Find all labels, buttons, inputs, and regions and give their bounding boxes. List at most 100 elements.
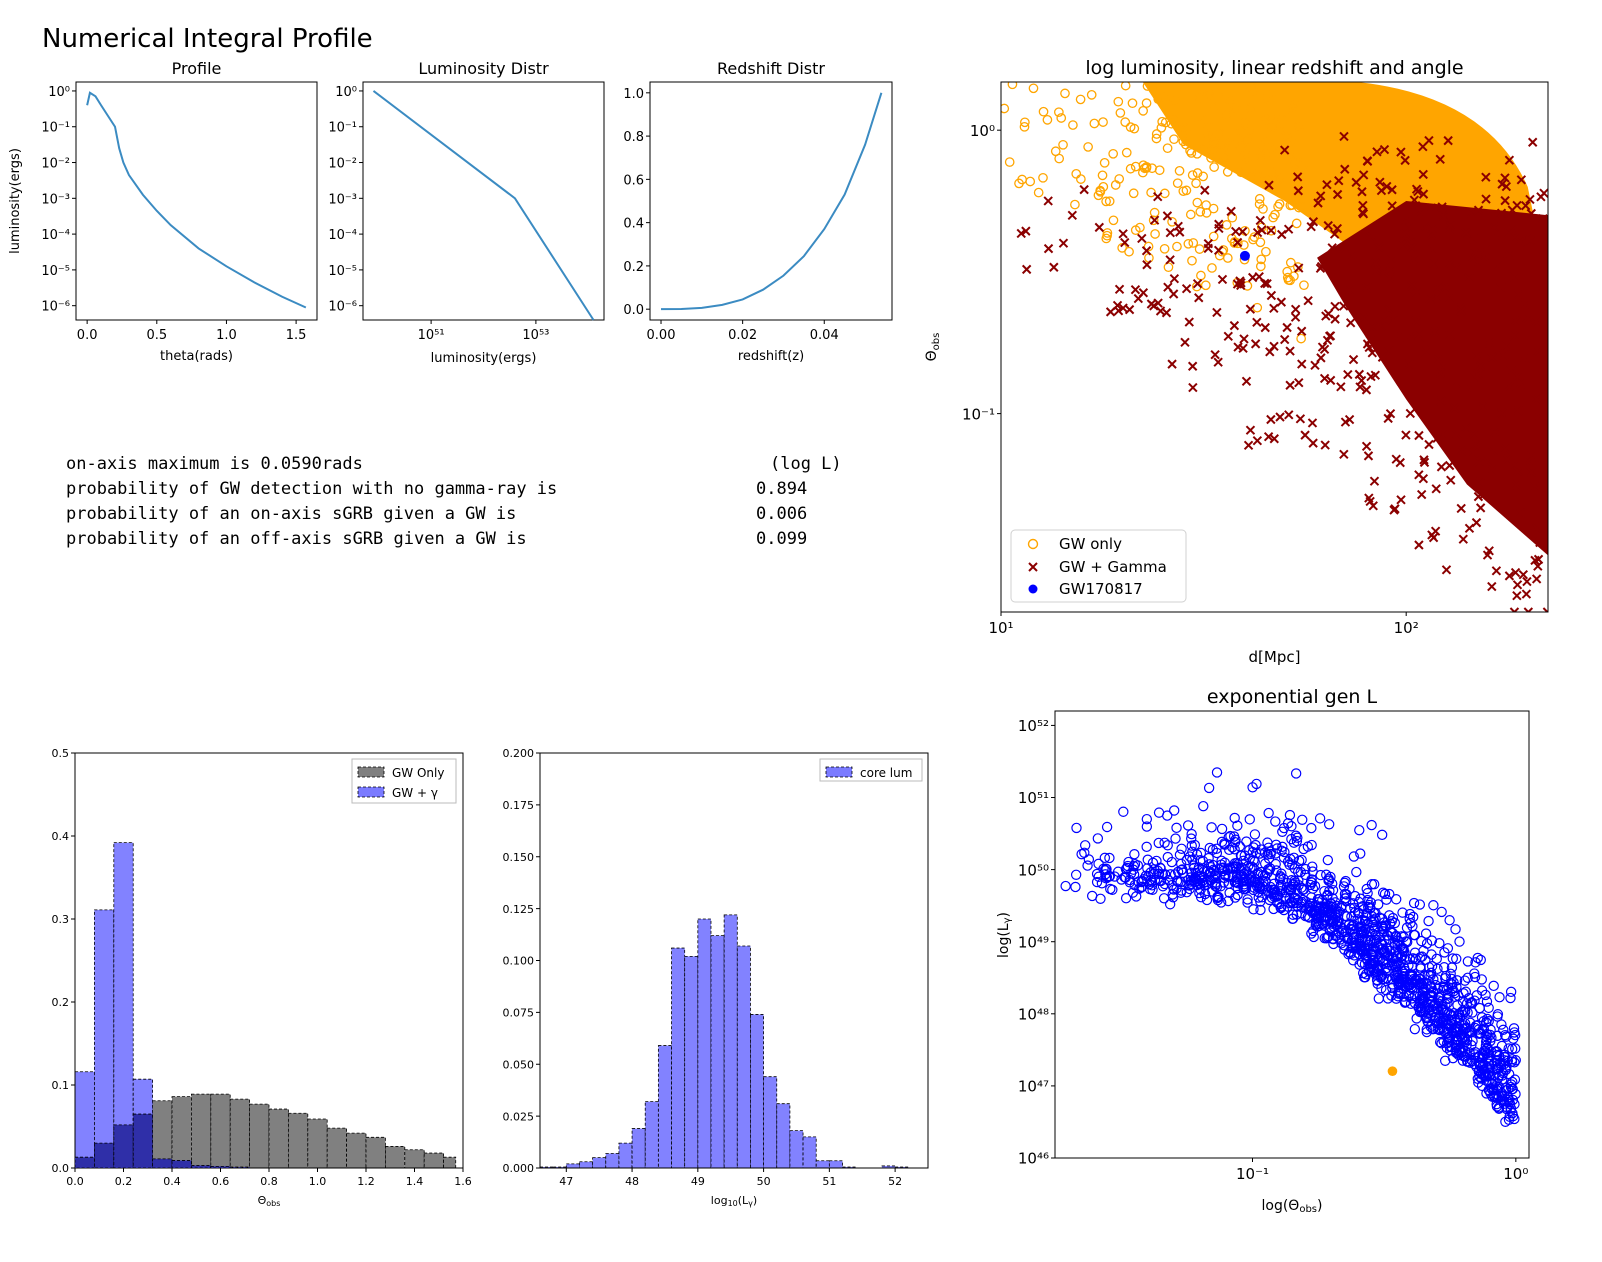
gw-gamma-point (1421, 337, 1431, 348)
y-axis-label-rest: ) (996, 912, 1012, 917)
gw-gamma-point (1269, 341, 1279, 352)
gw-gamma-point (1526, 208, 1536, 219)
gw-gamma-point (1168, 289, 1179, 299)
scatter-point (1242, 897, 1253, 908)
scatter-point (1354, 932, 1365, 944)
scatter-point (1376, 983, 1387, 994)
y-axis-label: luminosity(ergs) (8, 148, 23, 254)
gw-gamma-point (1473, 491, 1484, 502)
scatter-point (1201, 894, 1213, 906)
scatter-point (1397, 950, 1408, 961)
scatter-point (1278, 904, 1290, 916)
scatter-point (1248, 855, 1259, 866)
scatter-point (1436, 906, 1447, 918)
gw-gamma-point (1506, 364, 1517, 375)
gw-only-point (1254, 147, 1265, 158)
stat-value: 0.006 (756, 504, 807, 524)
chart-profile: Profile 0.0 0.5 1.0 1.5 10⁰ 10⁻¹ 10⁻² 10⁻³ 10⁻⁴ 10… (8, 59, 318, 364)
x-axis-label-sub: obs (1299, 1204, 1317, 1215)
scatter-point (1480, 1040, 1492, 1052)
x-axis-label-rest: ) (1317, 1198, 1322, 1214)
gw-only-point (1213, 82, 1224, 91)
gw-only-point (1274, 125, 1285, 136)
chart-exponential-gen-l: exponential gen L 10⁻¹ 10⁰ 10⁵² 10⁵¹ 10⁵⁰ 10⁴⁹… (996, 686, 1530, 1215)
bar (644, 1101, 659, 1169)
scatter-point (1291, 897, 1302, 909)
axes-frame (1000, 81, 1549, 613)
scatter-point (1331, 916, 1343, 927)
gw-gamma-point (1058, 238, 1069, 248)
gw-gamma-point (1487, 352, 1497, 362)
scatter-point (1330, 930, 1341, 942)
gw-gamma-point (1428, 532, 1439, 543)
scatter-point (1325, 922, 1337, 933)
scatter-point (1296, 854, 1307, 866)
gw-only-point (1169, 113, 1180, 124)
scatter-point (1384, 910, 1395, 921)
y-tick-label: 0.2 (52, 996, 70, 1009)
gw-gamma-point (1475, 503, 1486, 513)
scatter-point (1432, 963, 1443, 975)
gw-gamma-point (1130, 284, 1141, 295)
x-tick-label: 47 (559, 1175, 573, 1188)
plot-area (1060, 767, 1521, 1127)
x-tick-label: 1.6 (454, 1175, 472, 1188)
scatter-point (1423, 915, 1434, 927)
scatter-point (1292, 866, 1304, 878)
scatter-point (1364, 899, 1375, 911)
x-tick-label: 10² (1394, 619, 1419, 637)
gw-gamma-point (1516, 175, 1527, 185)
gw-gamma-point (1418, 189, 1429, 199)
scatter-point (1379, 888, 1391, 900)
gw-only-point (1207, 263, 1217, 273)
legend-label: GW + γ (392, 786, 438, 800)
scatter-point (1092, 833, 1104, 844)
scatter-point (1420, 982, 1431, 993)
bar (190, 1093, 212, 1169)
gw-gamma-point (1233, 342, 1243, 352)
gw-gamma-point (1469, 233, 1479, 244)
scatter-point (1353, 896, 1365, 908)
scatter-point (1322, 854, 1334, 866)
gw-gamma-point (1345, 286, 1355, 296)
scatter-point (1493, 1103, 1505, 1114)
x-tick-label: 0.2 (115, 1175, 133, 1188)
gw-only-point (1268, 212, 1278, 223)
scatter-point (1416, 951, 1428, 962)
gw-only-point (1172, 241, 1182, 252)
scatter-point (1507, 1083, 1518, 1095)
gw-only-point (1147, 163, 1157, 174)
scatter-point (1492, 1030, 1503, 1041)
gw-gamma-point (1230, 226, 1241, 237)
scatter-point (1391, 894, 1402, 905)
bar-overlap (132, 1113, 153, 1169)
y-tick-label: 0.100 (503, 955, 535, 968)
scatter-point (1184, 851, 1196, 862)
scatter-point (1248, 876, 1259, 887)
scatter-point (1324, 923, 1335, 934)
scatter-point (1149, 874, 1161, 886)
gw-only-point (1265, 144, 1276, 155)
bar (776, 1103, 791, 1169)
scatter-point (1454, 1012, 1466, 1024)
gw-only-point (1025, 176, 1036, 187)
gw-gamma-point (1539, 188, 1548, 198)
x-tick-label: 1.4 (406, 1175, 424, 1188)
gw-gamma-point (1343, 369, 1353, 380)
bar (736, 945, 751, 1169)
gw-only-point (1225, 95, 1235, 106)
y-tick-label: 10⁻⁵ (328, 264, 357, 279)
scatter-point (1480, 1036, 1492, 1047)
scatter-point (1339, 910, 1351, 922)
gw-gamma-point (1374, 242, 1384, 253)
gw-gamma-point (1330, 301, 1340, 312)
scatter-point (1248, 863, 1260, 874)
bar (815, 1160, 830, 1169)
gw-gamma-point (1427, 225, 1438, 235)
gw-gamma-point (1357, 207, 1368, 218)
gw-gamma-point (1120, 237, 1130, 248)
scatter-point (1462, 972, 1473, 983)
scatter-point (1326, 878, 1338, 889)
gw-gamma-point (1316, 353, 1326, 363)
gw-only-point (1243, 126, 1254, 137)
